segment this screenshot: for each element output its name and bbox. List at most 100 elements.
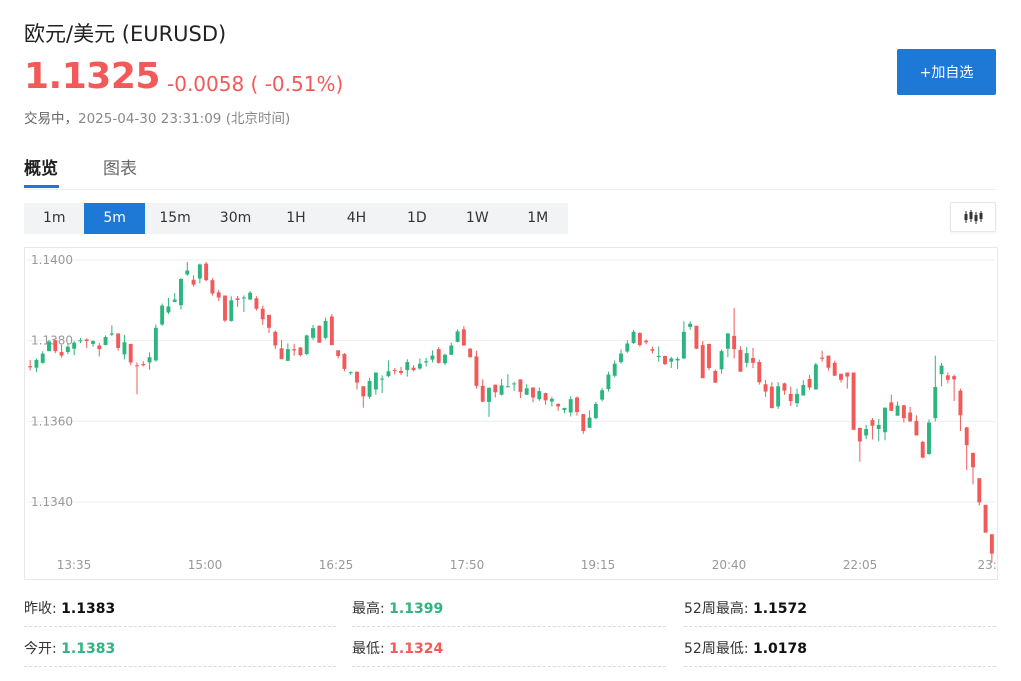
period-15m[interactable]: 15m <box>159 210 191 226</box>
candle-body <box>788 393 793 402</box>
x-tick-label: 15:00 <box>188 558 223 572</box>
candle-body <box>883 407 887 433</box>
period-1m[interactable]: 1m <box>42 210 66 226</box>
candle-body <box>732 335 737 350</box>
divider <box>24 626 336 627</box>
candle-body <box>832 362 837 376</box>
chart-canvas: 1.1400 1.1380 1.1360 1.1340 13:35 15:00 16:25 1… <box>27 253 997 572</box>
candle-body <box>493 384 498 393</box>
candle-body <box>329 316 334 346</box>
tab-chart[interactable]: 图表 <box>103 159 137 179</box>
candle-body <box>417 363 422 369</box>
candle-body <box>204 263 209 281</box>
high-label: 最高: <box>352 601 385 617</box>
chart-type-button[interactable] <box>950 202 996 232</box>
candle-body <box>405 362 410 371</box>
candle-body <box>870 420 875 426</box>
candle-body <box>304 335 309 354</box>
candle-body <box>933 387 938 419</box>
candle-body <box>241 297 246 299</box>
divider <box>684 626 996 627</box>
candle-body <box>795 393 799 404</box>
x-tick-label: 16:25 <box>319 558 354 572</box>
period-1w[interactable]: 1W <box>465 210 489 226</box>
candle-body <box>128 343 133 363</box>
stat-low: 最低: 1.1324 <box>352 638 443 658</box>
candle-body <box>889 402 894 411</box>
candle-body <box>443 354 447 364</box>
candle-body <box>116 333 121 348</box>
candle-body <box>512 383 517 385</box>
candle-body <box>713 370 718 383</box>
candle-body <box>216 292 221 298</box>
candle-body <box>298 347 303 356</box>
candle-body <box>656 355 661 357</box>
candle-body <box>914 420 919 436</box>
candle-body <box>700 345 705 379</box>
candle-body <box>273 331 278 346</box>
candle-body <box>179 278 183 306</box>
candle-body <box>751 358 755 363</box>
candle-body <box>172 299 177 302</box>
high52-label: 52周最高: <box>684 601 749 617</box>
candle-body <box>619 353 623 363</box>
candle-body <box>920 441 925 458</box>
y-tick-label: 1.1340 <box>31 495 73 509</box>
period-1h[interactable]: 1H <box>286 210 306 226</box>
candlestick-chart[interactable]: 1.1400 1.1380 1.1360 1.1340 13:35 15:00 16:25 1… <box>24 247 998 580</box>
candle-body <box>964 427 969 446</box>
period-4h[interactable]: 4H <box>346 210 367 226</box>
candle-body <box>901 405 906 419</box>
candle-body <box>392 370 397 372</box>
high52-value: 1.1572 <box>752 601 808 617</box>
candle-body <box>927 422 931 455</box>
period-5m[interactable]: 5m <box>84 203 145 234</box>
candle-body <box>839 373 843 380</box>
candle-body <box>430 355 435 360</box>
candle-body <box>411 367 416 371</box>
stat-high: 最高: 1.1399 <box>352 598 443 618</box>
candlestick-chart-icon <box>964 210 983 224</box>
candle-body <box>480 385 485 402</box>
candle-body <box>311 328 315 338</box>
candle-body <box>543 393 548 401</box>
candle-body <box>518 379 523 392</box>
candle-body <box>744 353 749 363</box>
page-title: 欧元/美元 (EURUSD) <box>24 22 227 46</box>
tab-overview[interactable]: 概览 <box>24 154 59 188</box>
candle-body <box>694 325 699 349</box>
candle-body <box>424 361 429 363</box>
candle-body <box>876 424 881 429</box>
add-watchlist-button[interactable]: +加自选 <box>897 49 996 95</box>
period-1d[interactable]: 1D <box>407 210 427 226</box>
candle-body <box>612 363 617 376</box>
period-30m[interactable]: 30m <box>219 210 252 226</box>
candle-body <box>373 372 378 390</box>
candle-body <box>851 372 856 430</box>
high-value: 1.1399 <box>389 601 444 617</box>
candle-body <box>644 340 649 343</box>
tabs-divider <box>24 189 996 190</box>
candle-body <box>84 339 89 342</box>
candle-body <box>983 504 988 533</box>
candle-body <box>782 383 787 391</box>
candle-body <box>91 341 95 344</box>
divider <box>24 666 336 667</box>
candle-body <box>681 331 686 359</box>
candle-body <box>568 399 573 413</box>
candle-body <box>166 306 171 313</box>
candle-body <box>367 381 372 397</box>
candle-body <box>939 365 944 375</box>
candle-body <box>587 417 592 428</box>
candle-body <box>34 360 39 368</box>
candle-body <box>719 351 724 370</box>
period-1mo[interactable]: 1M <box>527 210 549 226</box>
candle-body <box>223 295 227 321</box>
candle-body <box>562 408 567 411</box>
candle-body <box>153 327 158 361</box>
candle-body <box>487 387 491 402</box>
candle-body <box>556 403 561 407</box>
candle-body <box>72 342 77 349</box>
candle-body <box>449 345 454 355</box>
candle-body <box>254 298 259 309</box>
